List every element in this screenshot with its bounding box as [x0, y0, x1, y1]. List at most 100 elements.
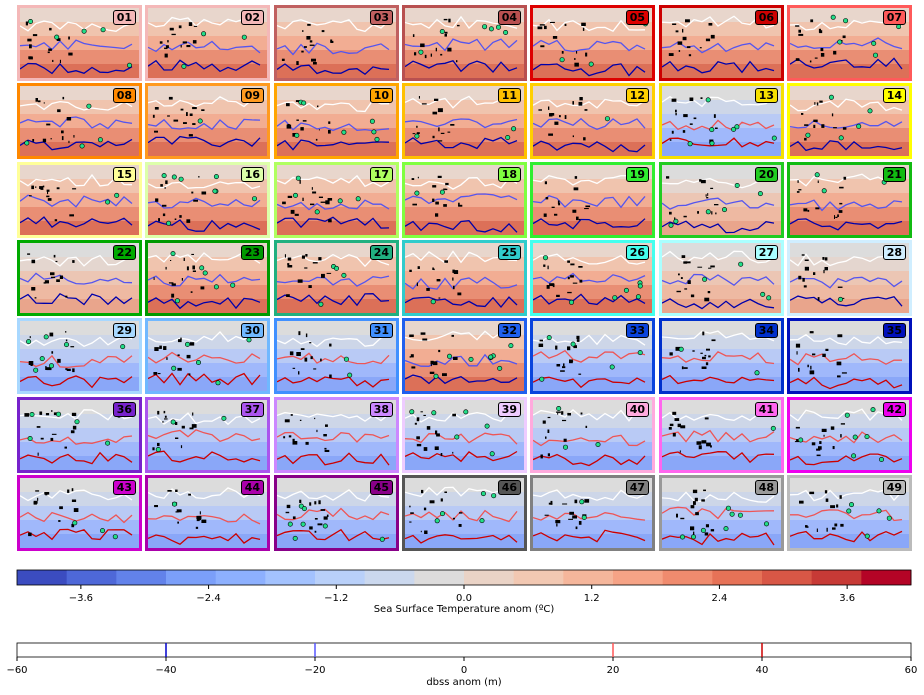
dbss-tick-label: −40 — [155, 665, 176, 676]
sst-color-segment — [116, 570, 167, 585]
map-panel-14: 14 — [787, 83, 912, 159]
dbss-tick-label: 40 — [756, 665, 769, 676]
map-panel-29: 29 — [17, 318, 142, 394]
map-panel-37: 37 — [145, 397, 270, 473]
sst-color-segment — [315, 570, 366, 585]
map-panel-19: 19 — [530, 162, 655, 238]
panel-label: 42 — [882, 402, 906, 417]
panel-label: 22 — [112, 245, 136, 260]
sst-color-segment — [712, 570, 763, 585]
map-panel-43: 43 — [17, 475, 142, 551]
sst-tick-label: 3.6 — [839, 593, 855, 604]
map-panel-33: 33 — [530, 318, 655, 394]
map-panel-15: 15 — [17, 162, 142, 238]
panel-label: 24 — [369, 245, 393, 260]
sst-tick-label: 0.0 — [456, 593, 472, 604]
dbss-colorbar-frame — [16, 642, 912, 658]
map-panel-01: 01 — [17, 5, 142, 81]
map-panel-13: 13 — [659, 83, 784, 159]
panel-label: 35 — [882, 323, 906, 338]
map-panel-44: 44 — [145, 475, 270, 551]
panel-label: 01 — [112, 10, 136, 25]
panel-label: 08 — [112, 88, 136, 103]
panel-label: 09 — [240, 88, 264, 103]
panel-label: 28 — [882, 245, 906, 260]
map-panel-10: 10 — [274, 83, 399, 159]
panel-label: 44 — [240, 480, 264, 495]
panel-label: 30 — [240, 323, 264, 338]
sst-color-segment — [613, 570, 664, 585]
sst-color-segment — [563, 570, 614, 585]
panel-label: 43 — [112, 480, 136, 495]
panel-label: 13 — [754, 88, 778, 103]
panel-label: 25 — [497, 245, 521, 260]
panel-label: 27 — [754, 245, 778, 260]
sst-color-segment — [215, 570, 266, 585]
panel-label: 29 — [112, 323, 136, 338]
sst-color-segment — [861, 570, 912, 585]
map-panel-32: 32 — [402, 318, 527, 394]
panel-label: 06 — [754, 10, 778, 25]
panel-label: 07 — [882, 10, 906, 25]
map-panel-41: 41 — [659, 397, 784, 473]
panel-label: 17 — [369, 167, 393, 182]
panel-label: 36 — [112, 402, 136, 417]
map-panel-34: 34 — [659, 318, 784, 394]
map-panel-26: 26 — [530, 240, 655, 316]
map-panel-11: 11 — [402, 83, 527, 159]
sst-tick-label: −3.6 — [69, 593, 93, 604]
map-panel-23: 23 — [145, 240, 270, 316]
sst-color-segment — [513, 570, 564, 585]
map-panel-28: 28 — [787, 240, 912, 316]
panel-grid: 01 02 03 04 05 06 07 08 09 10 11 12 13 14 15 16 17 18 19 20… — [17, 5, 912, 551]
panel-label: 16 — [240, 167, 264, 182]
map-panel-40: 40 — [530, 397, 655, 473]
panel-label: 02 — [240, 10, 264, 25]
panel-label: 23 — [240, 245, 264, 260]
sst-tick-label: 1.2 — [584, 593, 600, 604]
map-panel-07: 07 — [787, 5, 912, 81]
sst-color-segment — [811, 570, 862, 585]
panel-label: 49 — [882, 480, 906, 495]
map-panel-06: 06 — [659, 5, 784, 81]
map-panel-49: 49 — [787, 475, 912, 551]
panel-label: 33 — [625, 323, 649, 338]
map-panel-21: 21 — [787, 162, 912, 238]
map-panel-48: 48 — [659, 475, 784, 551]
panel-label: 40 — [625, 402, 649, 417]
map-panel-18: 18 — [402, 162, 527, 238]
sst-colorbar-label: Sea Surface Temperature anom (ºC) — [373, 604, 555, 615]
sst-color-segment — [364, 570, 415, 585]
panel-label: 10 — [369, 88, 393, 103]
panel-label: 20 — [754, 167, 778, 182]
panel-label: 03 — [369, 10, 393, 25]
map-panel-35: 35 — [787, 318, 912, 394]
panel-label: 12 — [625, 88, 649, 103]
map-panel-39: 39 — [402, 397, 527, 473]
map-panel-08: 08 — [17, 83, 142, 159]
panel-label: 14 — [882, 88, 906, 103]
map-panel-31: 31 — [274, 318, 399, 394]
map-panel-17: 17 — [274, 162, 399, 238]
panel-label: 04 — [497, 10, 521, 25]
sst-tick-label: 2.4 — [711, 593, 727, 604]
panel-label: 15 — [112, 167, 136, 182]
panel-label: 38 — [369, 402, 393, 417]
panel-label: 05 — [625, 10, 649, 25]
panel-label: 11 — [497, 88, 521, 103]
panel-label: 32 — [497, 323, 521, 338]
sst-color-segment — [66, 570, 117, 585]
panel-label: 21 — [882, 167, 906, 182]
sst-color-segment — [762, 570, 813, 585]
map-panel-38: 38 — [274, 397, 399, 473]
panel-label: 41 — [754, 402, 778, 417]
map-panel-45: 45 — [274, 475, 399, 551]
sst-color-segment — [414, 570, 465, 585]
map-panel-09: 09 — [145, 83, 270, 159]
map-panel-24: 24 — [274, 240, 399, 316]
map-panel-04: 04 — [402, 5, 527, 81]
dbss-tick-label: −20 — [304, 665, 325, 676]
sst-color-segment — [464, 570, 515, 585]
panel-label: 46 — [497, 480, 521, 495]
